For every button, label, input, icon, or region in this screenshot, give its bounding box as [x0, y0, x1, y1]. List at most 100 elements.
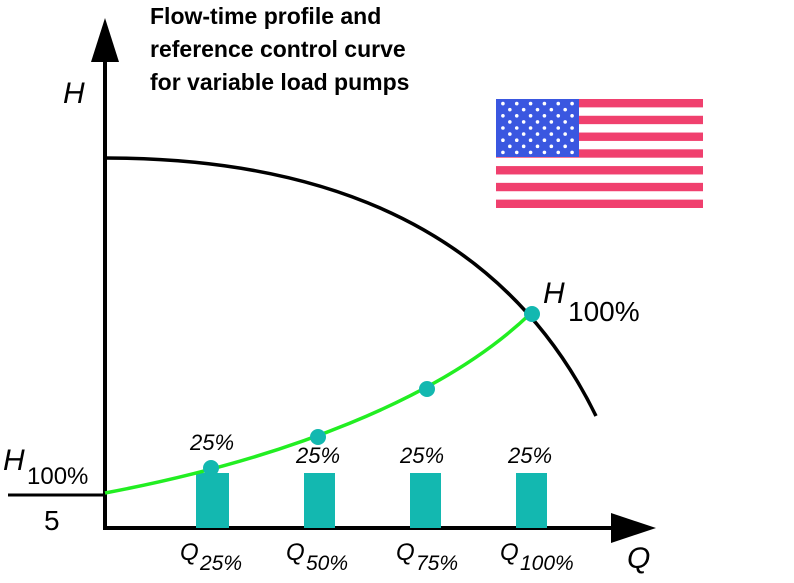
load-bar-q25	[196, 473, 229, 528]
operating-point-q100	[524, 306, 540, 322]
flag-star	[535, 120, 540, 124]
flow-label-q25-sub: 25%	[199, 552, 242, 575]
flag-star	[514, 101, 519, 106]
reference-head-label-divisor: 5	[44, 505, 60, 536]
flag-star	[542, 113, 547, 118]
flag-star	[514, 126, 519, 130]
load-share-q100: 25%	[507, 443, 552, 468]
flag-star	[521, 120, 526, 124]
flag-star	[528, 113, 533, 118]
flag-stripe	[496, 199, 703, 208]
load-share-q50: 25%	[295, 443, 340, 468]
flag-star	[521, 132, 526, 136]
title-line-2: reference control curve	[150, 36, 406, 62]
flag-star	[563, 132, 567, 136]
flag-star	[535, 132, 540, 136]
flag-star	[514, 150, 519, 155]
flow-label-q50-sub: 50%	[306, 552, 348, 575]
title-line-1: Flow-time profile and	[150, 3, 381, 29]
y-axis-letter: H	[63, 77, 85, 110]
flag-star	[528, 150, 533, 155]
flow-label-q75-main: Q	[396, 539, 415, 566]
x-axis-arrow-icon	[611, 513, 656, 543]
flag-star	[570, 138, 574, 143]
flow-label-q25-main: Q	[180, 539, 199, 566]
flag-star	[563, 120, 567, 124]
operating-point-q75	[419, 381, 435, 397]
pump-curve	[104, 156, 598, 417]
flag-star	[549, 107, 554, 112]
design-point-label-main: H	[543, 277, 565, 310]
flag-star	[501, 150, 505, 155]
operating-points	[203, 306, 540, 476]
flag-star	[549, 144, 554, 149]
flag-star	[508, 107, 512, 112]
y-axis-arrow-icon	[91, 18, 119, 62]
load-bars	[196, 473, 547, 528]
flag-star	[535, 107, 540, 112]
reference-head-label-sub: 100%	[27, 463, 88, 490]
load-share-q25: 25%	[189, 430, 234, 455]
x-axis-letter: Q	[627, 542, 650, 575]
flag-star	[508, 132, 512, 136]
flag-stripe	[496, 166, 703, 175]
diagram-title: Flow-time profile and reference control …	[150, 3, 409, 95]
flag-stripe	[496, 149, 703, 158]
flag-star	[549, 120, 554, 124]
design-point-label-sub: 100%	[568, 296, 640, 327]
flow-label-q100-sub: 100%	[520, 552, 574, 575]
flag-star	[508, 120, 512, 124]
flag-star	[556, 126, 561, 130]
flag-stripe	[496, 115, 703, 125]
operating-point-q25	[203, 460, 219, 476]
flow-labels: Q 25% Q 50% Q 75% Q 100%	[180, 539, 574, 575]
flag-star	[570, 113, 574, 118]
flag-star	[528, 101, 533, 106]
flag-stripe	[496, 182, 703, 192]
axes	[8, 18, 656, 543]
flag-star	[570, 126, 574, 130]
flag-star	[563, 144, 567, 149]
flag-stripe	[496, 132, 703, 141]
flag-star	[556, 150, 561, 155]
flag-star	[563, 107, 567, 112]
flag-star	[521, 107, 526, 112]
title-line-3: for variable load pumps	[150, 69, 409, 95]
flag-star	[556, 138, 561, 143]
flag-star	[542, 138, 547, 143]
flow-label-q50-main: Q	[286, 539, 305, 566]
flow-label-q100-main: Q	[500, 539, 519, 566]
design-point-label: H 100%	[543, 277, 640, 327]
flag-star	[570, 150, 574, 155]
flag-canton	[496, 99, 579, 157]
load-bar-q50	[304, 473, 335, 528]
reference-head-label-main: H	[3, 444, 25, 477]
flag-star	[501, 101, 505, 106]
flag-star	[501, 113, 505, 118]
operating-point-q50	[310, 429, 326, 445]
flag-star	[501, 126, 505, 130]
flag-star	[528, 138, 533, 143]
flag-stripe	[496, 99, 703, 108]
flag-star	[556, 113, 561, 118]
flag-star	[514, 113, 519, 118]
flag-star	[542, 101, 547, 106]
flag-star	[570, 101, 574, 106]
flag-star	[556, 101, 561, 106]
reference-head-label: H 100% 5	[3, 444, 88, 536]
flag-star	[521, 144, 526, 149]
load-share-q75: 25%	[399, 443, 444, 468]
load-bar-q100	[516, 473, 547, 528]
flag-star	[542, 126, 547, 130]
flag-star	[508, 144, 512, 149]
flag-star	[501, 138, 505, 143]
load-share-labels: 25% 25% 25% 25%	[189, 430, 552, 468]
flag-star	[514, 138, 519, 143]
flag-star	[549, 132, 554, 136]
load-bar-q75	[410, 473, 441, 528]
control-curve	[104, 312, 532, 495]
flag-star	[535, 144, 540, 149]
us-flag-icon	[496, 99, 703, 208]
flag-star	[542, 150, 547, 155]
